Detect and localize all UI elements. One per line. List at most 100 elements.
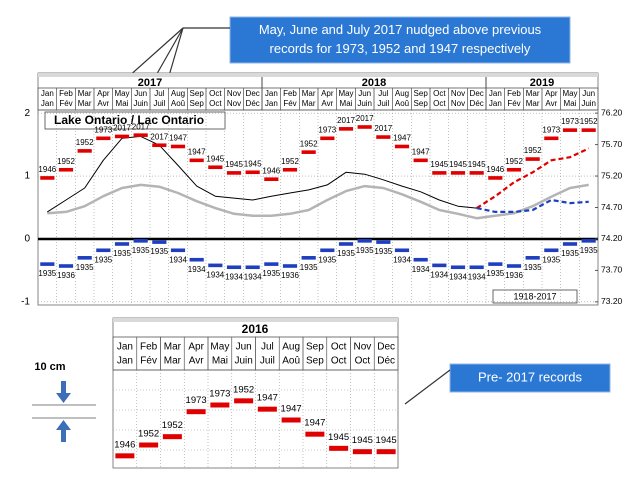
x-tick-label-fr: Fév <box>283 99 296 108</box>
callout-text: May, June and July 2017 nudged above pre… <box>259 22 542 56</box>
record-high-year: 1952 <box>76 138 94 147</box>
record-low <box>357 239 372 243</box>
x-tick-label-fr: Aoû <box>395 99 409 108</box>
x-tick-label: Jan <box>41 89 54 98</box>
x-tick-label: Apr <box>97 89 110 98</box>
record-high-year: 1946 <box>486 165 504 174</box>
record-low <box>133 239 148 243</box>
inset-header-band <box>113 318 398 322</box>
record-high <box>450 171 466 175</box>
record-high-year: 2017 <box>113 124 131 133</box>
record-low <box>450 265 466 270</box>
inset-callout-text: Pre- 2017 records <box>478 369 583 384</box>
callout-box <box>229 16 571 64</box>
inset-x-tick-label-fr: Oct <box>331 356 347 367</box>
record-high-year: 1947 <box>169 134 187 143</box>
x-tick-label: Jul <box>154 89 164 98</box>
x-tick-label-fr: Sep <box>414 99 429 108</box>
x-tick-label-fr: Aoû <box>171 99 185 108</box>
x-tick-label: Jun <box>582 89 595 98</box>
header-band <box>38 73 598 77</box>
period-box <box>492 289 578 304</box>
record-high <box>488 176 503 180</box>
x-tick-label-fr: Mai <box>564 99 577 108</box>
inset-record-high <box>305 431 325 437</box>
record-high-year: 1973 <box>561 117 579 126</box>
y2-tick-label: 76.20 <box>601 107 623 117</box>
y-tick-label: 2 <box>24 108 30 119</box>
x-tick-label-fr: Oct <box>433 99 446 108</box>
x-tick-label-fr: Déc <box>470 99 484 108</box>
record-high-year: 1947 <box>412 147 430 156</box>
record-high-year: 1945 <box>225 160 243 169</box>
x-tick-label: Nov <box>227 89 241 98</box>
inset-record-year: 1945 <box>376 435 397 446</box>
x-tick-label: Mar <box>302 89 316 98</box>
record-low-year: 1936 <box>505 271 523 280</box>
record-low-year: 1934 <box>393 255 411 264</box>
x-tick-label-fr: Mar <box>78 99 92 108</box>
period-label: 1918-2017 <box>513 291 556 301</box>
record-high-year: 1947 <box>188 147 206 156</box>
record-low-year: 1935 <box>542 255 560 264</box>
record-low <box>544 248 559 253</box>
record-high <box>357 125 372 129</box>
x-tick-label: Dec <box>470 89 484 98</box>
record-low-year: 1935 <box>318 255 336 264</box>
record-low <box>525 256 540 260</box>
record-high <box>114 134 130 139</box>
inset-x-tick-label-fr: Mai <box>212 356 228 367</box>
inset-x-tick-label: Oct <box>331 342 347 353</box>
x-tick-label-fr: Nov <box>451 99 465 108</box>
inset-record-high <box>281 417 301 423</box>
record-low-year: 1935 <box>38 269 56 278</box>
record-low-year: 1935 <box>337 249 355 258</box>
inset-x-tick-label: Aug <box>282 342 300 353</box>
record-high <box>282 167 298 172</box>
inset-x-tick-label-fr: Mar <box>164 356 182 367</box>
inset-record-year: 1952 <box>162 420 183 431</box>
inset-record-year: 1952 <box>138 429 159 440</box>
record-low <box>469 265 484 270</box>
x-tick-label: Aug <box>171 89 185 98</box>
inset-x-tick-label-fr: Fév <box>140 356 157 367</box>
record-high-year: 1952 <box>300 139 318 148</box>
record-high-year: 1952 <box>580 117 598 126</box>
x-tick-label: Jan <box>489 89 502 98</box>
inset-x-tick-label: May <box>210 342 229 353</box>
x-tick-label: Dec <box>246 89 260 98</box>
inset-callout-pointer <box>404 369 451 405</box>
x-tick-label-fr: Mar <box>302 99 316 108</box>
title-box <box>44 111 226 130</box>
record-low <box>77 256 92 260</box>
inset-record-year: 1952 <box>233 384 254 395</box>
record-high-year: 1973 <box>318 125 336 134</box>
inset-x-tick-label-fr: Juin <box>234 356 252 367</box>
record-low-year: 1935 <box>561 249 579 258</box>
x-tick-label: Jul <box>378 89 388 98</box>
record-low <box>40 262 55 266</box>
y2-tick-label: 74.70 <box>601 202 623 212</box>
record-low-year: 1935 <box>94 255 112 264</box>
inset-x-tick-label: Nov <box>353 342 371 353</box>
record-high-year: 2017 <box>150 132 168 141</box>
record-low-year: 1934 <box>244 272 262 281</box>
y-tick-label: 1 <box>24 171 30 182</box>
x-tick-label-fr: Oct <box>209 99 222 108</box>
record-low <box>170 248 186 253</box>
x-tick-label-fr: Fév <box>59 99 72 108</box>
x-tick-label: Sep <box>190 89 205 98</box>
record-low-year: 1935 <box>76 263 94 272</box>
record-high <box>96 136 111 141</box>
x-tick-label: Nov <box>451 89 465 98</box>
x-tick-label: Apr <box>545 89 558 98</box>
x-tick-label: Mar <box>526 89 540 98</box>
record-low-year: 1935 <box>486 269 504 278</box>
record-high <box>58 167 74 172</box>
y-tick-label: -1 <box>21 296 30 307</box>
x-tick-label-fr: Juin <box>133 99 148 108</box>
record-low-year: 1935 <box>580 246 598 255</box>
record-low-year: 1934 <box>412 265 430 274</box>
record-low-year: 1935 <box>113 249 131 258</box>
